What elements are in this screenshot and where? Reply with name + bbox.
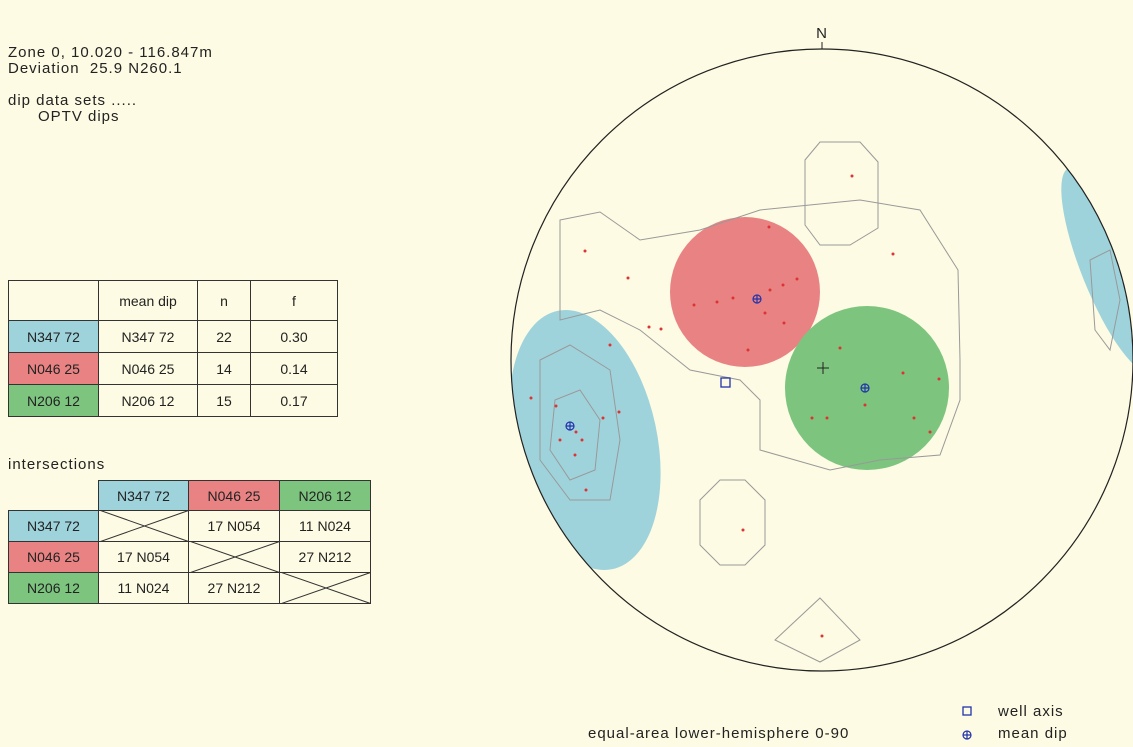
cross — [189, 541, 279, 573]
region — [1061, 167, 1133, 373]
table-cell: 0.17 — [250, 384, 338, 417]
well-axis — [720, 377, 731, 388]
regions — [511, 141, 1133, 663]
region — [670, 217, 820, 367]
header-line: Zone 0, 10.020 - 116.847m — [8, 44, 213, 61]
legend-symbol — [962, 706, 972, 716]
legend-label: well axis — [997, 703, 1064, 720]
cross — [99, 510, 188, 542]
region — [511, 310, 661, 570]
footer: equal-area lower-hemisphere 0-90 — [588, 725, 849, 742]
row-label: N206 12 — [8, 572, 99, 604]
center-cross — [817, 362, 829, 374]
column-header: N046 25 — [188, 480, 280, 511]
cross — [280, 572, 370, 604]
row-label: N347 72 — [8, 320, 99, 353]
points — [529, 174, 941, 638]
header-line: OPTV dips — [38, 108, 120, 125]
legend-symbol — [962, 730, 972, 740]
intersections-title: intersections — [8, 456, 106, 473]
legend-label: mean dip — [998, 725, 1068, 742]
header-line: dip data sets ..... — [8, 92, 138, 109]
row-label: N046 25 — [8, 352, 99, 385]
column-header: N347 72 — [98, 480, 189, 511]
north-label: N — [816, 25, 828, 42]
mean-dips — [565, 294, 870, 431]
contours — [539, 141, 1121, 663]
header-line: Deviation 25.9 N260.1 — [8, 60, 183, 77]
empty-cell — [279, 572, 371, 604]
